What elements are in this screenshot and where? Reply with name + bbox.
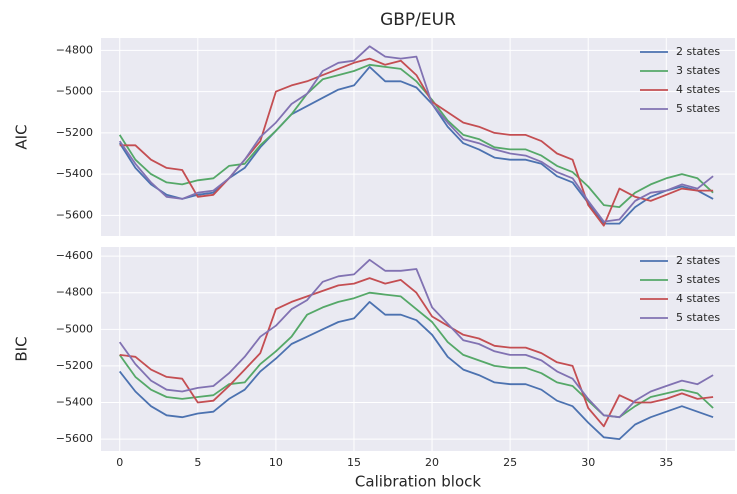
y-tick-label: −5200 (56, 359, 93, 372)
y-axis-label: BIC (13, 336, 31, 361)
legend-label: 4 states (676, 292, 720, 305)
plot-area (101, 247, 735, 451)
legend-label: 3 states (676, 273, 720, 286)
x-tick-label: 5 (194, 456, 201, 469)
series-line (118, 63, 714, 208)
y-tick-label: −4800 (56, 286, 93, 299)
series-line (118, 258, 714, 419)
series-line (118, 45, 714, 223)
y-tick-label: −5200 (56, 126, 93, 139)
y-tick-label: −5600 (56, 208, 93, 221)
chart-title: GBP/EUR (380, 10, 456, 30)
series-line (119, 277, 714, 428)
y-tick-label: −5600 (56, 432, 93, 445)
y-tick-label: −5000 (56, 85, 93, 98)
x-tick-label: 30 (581, 456, 595, 469)
y-tick-label: −4600 (56, 249, 93, 262)
series-line (119, 57, 714, 227)
x-tick-label: 35 (659, 456, 673, 469)
y-tick-label: −5400 (56, 396, 93, 409)
legend-label: 3 states (676, 64, 720, 77)
plot-area (101, 38, 735, 236)
x-tick-label: 0 (116, 456, 123, 469)
legend-label: 4 states (676, 83, 720, 96)
x-tick-label: 15 (347, 456, 361, 469)
series-line (118, 301, 714, 440)
legend-label: 5 states (676, 311, 720, 324)
y-tick-label: −5000 (56, 322, 93, 335)
series-line (118, 66, 714, 225)
legend-label: 2 states (676, 45, 720, 58)
x-tick-label: 20 (425, 456, 439, 469)
y-axis-label: AIC (13, 124, 31, 149)
x-tick-label: 10 (269, 456, 283, 469)
y-tick-label: −4800 (56, 43, 93, 56)
x-tick-label: 25 (503, 456, 517, 469)
legend-label: 5 states (676, 102, 720, 115)
y-tick-label: −5400 (56, 167, 93, 180)
x-axis-label: Calibration block (355, 473, 481, 491)
legend-label: 2 states (676, 254, 720, 267)
